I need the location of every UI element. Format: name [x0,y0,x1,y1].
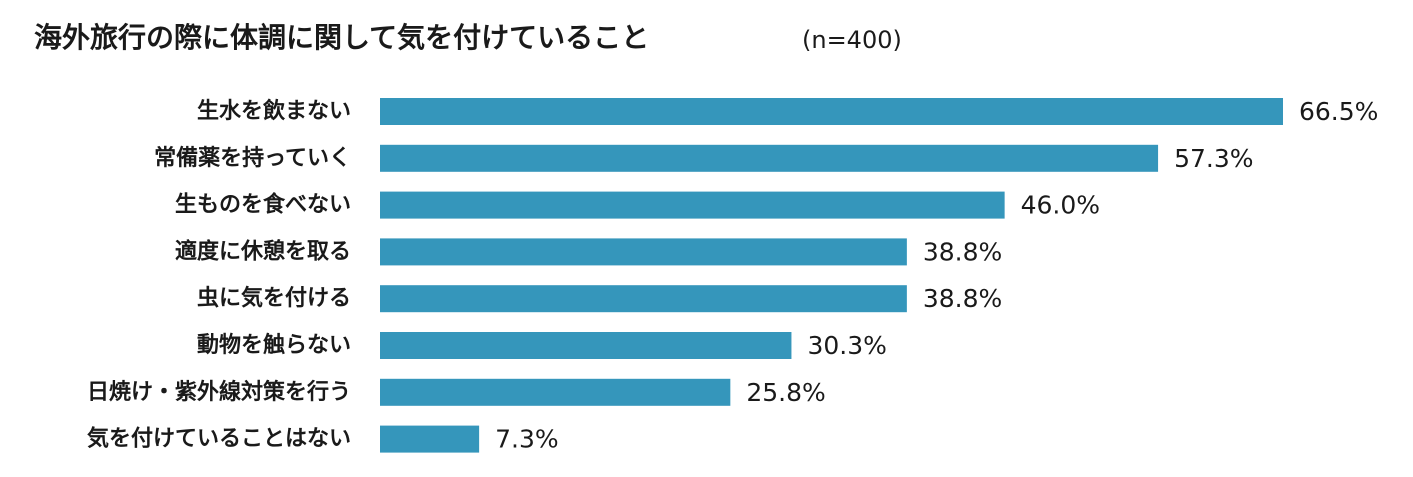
bar [380,191,1005,219]
value-label: 38.8% [923,284,1002,313]
value-label: 30.3% [807,331,886,360]
bar [380,332,792,359]
bar [380,238,907,266]
category-label: 日焼け・紫外線対策を行う [87,379,351,405]
value-label: 38.8% [923,237,1002,266]
category-label: 生水を飲まない [197,98,351,124]
bar [380,425,480,453]
chart-subtitle: (n=400) [802,26,902,54]
category-label: 適度に休憩を取る [175,238,351,264]
category-labels: 生水を飲まない常備薬を持っていく生ものを食べない適度に休憩を取る虫に気を付ける動… [87,98,351,452]
category-label: 気を付けていることはない [87,426,351,452]
bar [380,144,1159,172]
chart-title: 海外旅行の際に体調に関して気を付けていること [34,21,650,54]
value-labels: 66.5% 57.3% 46.0% 38.8% 38.8% 30.3% 25.8% 7.3% [495,97,1378,454]
value-label: 57.3% [1174,144,1253,173]
bar [380,98,1283,125]
value-label: 7.3% [495,425,559,454]
category-label: 常備薬を持っていく [154,145,351,171]
value-label: 46.0% [1021,191,1100,220]
bar [380,285,907,313]
category-label: 虫に気を付ける [197,285,351,311]
value-label: 25.8% [746,378,825,407]
category-label: 動物を触らない [197,332,351,358]
bar [380,378,731,406]
category-label: 生ものを食べない [175,192,351,218]
value-label: 66.5% [1299,97,1378,126]
bars [380,98,1283,453]
